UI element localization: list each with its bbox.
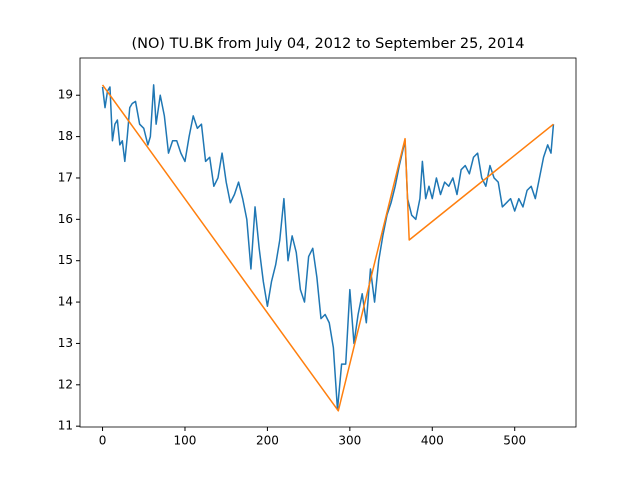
y-tick-label: 12 bbox=[58, 377, 73, 391]
y-tick-label: 19 bbox=[58, 88, 73, 102]
y-tick-label: 17 bbox=[58, 170, 73, 184]
y-tick-label: 14 bbox=[58, 295, 73, 309]
x-tick-label: 200 bbox=[256, 434, 279, 448]
x-tick-label: 0 bbox=[99, 434, 107, 448]
y-tick-label: 16 bbox=[58, 212, 73, 226]
plot-frame bbox=[79, 57, 577, 428]
line bbox=[101, 84, 555, 411]
x-tick-label: 500 bbox=[503, 434, 526, 448]
chart-title: (NO) TU.BK from July 04, 2012 to Septemb… bbox=[131, 36, 524, 52]
y-tick-label: 13 bbox=[58, 336, 73, 350]
y-tick-label: 15 bbox=[58, 253, 73, 267]
x-tick-label: 400 bbox=[421, 434, 444, 448]
x-tick-label: 100 bbox=[174, 434, 197, 448]
y-tick-label: 18 bbox=[58, 129, 73, 143]
y-tick-label: 11 bbox=[58, 419, 73, 433]
x-tick-label: 300 bbox=[338, 434, 361, 448]
line bbox=[101, 84, 554, 412]
